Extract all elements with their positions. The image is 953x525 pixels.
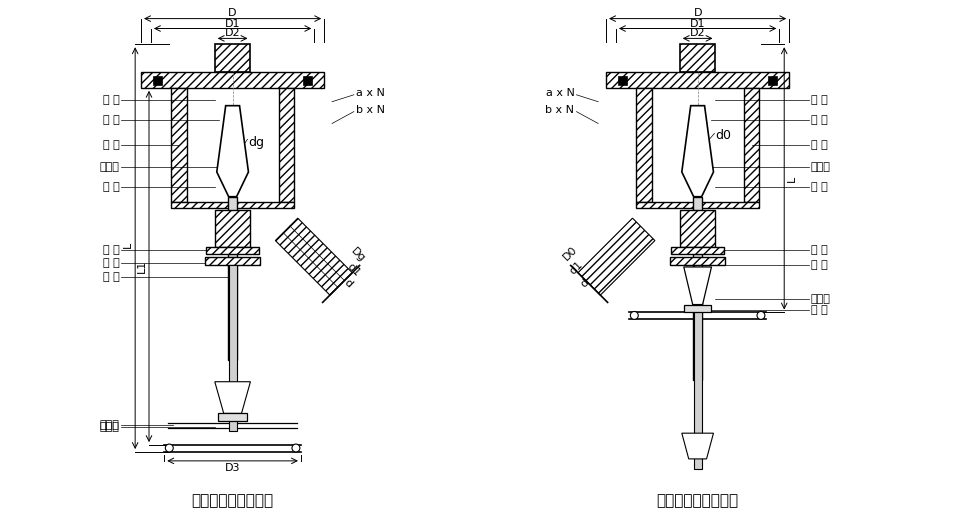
- Polygon shape: [683, 267, 711, 304]
- Text: 大手轮: 大手轮: [99, 422, 119, 432]
- Bar: [303, 76, 312, 85]
- Text: 阀 芯: 阀 芯: [810, 114, 827, 124]
- Text: D0: D0: [560, 244, 578, 262]
- Bar: [679, 209, 715, 247]
- Text: d1: d1: [345, 261, 362, 278]
- Bar: [217, 413, 247, 421]
- Text: 下展示放料阀结构图: 下展示放料阀结构图: [656, 493, 738, 508]
- Bar: [152, 76, 162, 85]
- Polygon shape: [681, 106, 713, 197]
- Bar: [618, 76, 626, 85]
- Text: 阀 体: 阀 体: [103, 140, 119, 150]
- Bar: [670, 247, 723, 254]
- Bar: [670, 257, 724, 265]
- Text: D3: D3: [225, 463, 240, 473]
- Polygon shape: [216, 106, 248, 197]
- Text: 孔 板: 孔 板: [103, 94, 119, 105]
- Bar: [635, 202, 759, 207]
- Circle shape: [292, 444, 299, 452]
- Bar: [229, 265, 236, 431]
- Text: D1: D1: [225, 18, 240, 28]
- Text: 丝 杆: 丝 杆: [103, 258, 119, 268]
- Text: 螺 杆: 螺 杆: [810, 260, 827, 270]
- Text: 孔 板: 孔 板: [810, 94, 827, 105]
- Text: d: d: [578, 278, 591, 290]
- Text: D1: D1: [689, 18, 704, 28]
- Bar: [206, 247, 259, 254]
- Bar: [683, 304, 711, 312]
- Bar: [171, 88, 187, 202]
- Bar: [171, 202, 294, 207]
- Bar: [743, 88, 759, 202]
- Bar: [214, 44, 250, 72]
- Polygon shape: [681, 433, 713, 459]
- Text: D2: D2: [689, 28, 704, 38]
- Bar: [693, 265, 700, 469]
- Bar: [141, 72, 324, 88]
- Text: 压 盖: 压 盖: [810, 182, 827, 192]
- Bar: [635, 88, 651, 202]
- Bar: [214, 209, 250, 247]
- Bar: [278, 88, 294, 202]
- Text: a x N: a x N: [355, 88, 384, 98]
- Text: 小手轮: 小手轮: [99, 420, 119, 430]
- Text: d: d: [342, 278, 354, 290]
- Text: 支 架: 支 架: [810, 245, 827, 255]
- Bar: [679, 44, 715, 72]
- Text: 阀 芯: 阀 芯: [103, 114, 119, 124]
- Bar: [205, 257, 259, 265]
- Text: d0: d0: [715, 129, 731, 142]
- Bar: [228, 197, 236, 360]
- Bar: [767, 76, 777, 85]
- Text: 支 架: 支 架: [103, 245, 119, 255]
- Text: L1: L1: [137, 260, 147, 273]
- Text: d1: d1: [568, 259, 584, 276]
- Text: b x N: b x N: [355, 104, 384, 114]
- Polygon shape: [275, 218, 352, 295]
- Text: D2: D2: [225, 28, 240, 38]
- Text: 上展示放料阀结构图: 上展示放料阀结构图: [192, 493, 274, 508]
- Text: dg: dg: [248, 136, 264, 149]
- Text: a x N: a x N: [545, 88, 574, 98]
- Text: D: D: [693, 8, 701, 18]
- Circle shape: [757, 311, 764, 319]
- Text: Dg: Dg: [349, 246, 367, 264]
- Text: 阀 体: 阀 体: [810, 140, 827, 150]
- Text: 丝 杆: 丝 杆: [810, 306, 827, 316]
- Text: b x N: b x N: [545, 104, 574, 114]
- Text: 密封圈: 密封圈: [99, 162, 119, 172]
- Text: 大手轮: 大手轮: [810, 293, 830, 303]
- Text: 压 盖: 压 盖: [103, 182, 119, 192]
- Bar: [693, 197, 701, 380]
- Text: L: L: [786, 175, 797, 182]
- Text: D: D: [228, 8, 236, 18]
- Circle shape: [165, 444, 173, 452]
- Polygon shape: [578, 218, 654, 295]
- Bar: [605, 72, 788, 88]
- Text: 阀 杆: 阀 杆: [103, 272, 119, 282]
- Text: 密封圈: 密封圈: [810, 162, 830, 172]
- Text: L: L: [123, 242, 133, 248]
- Polygon shape: [214, 382, 250, 413]
- Circle shape: [630, 311, 638, 319]
